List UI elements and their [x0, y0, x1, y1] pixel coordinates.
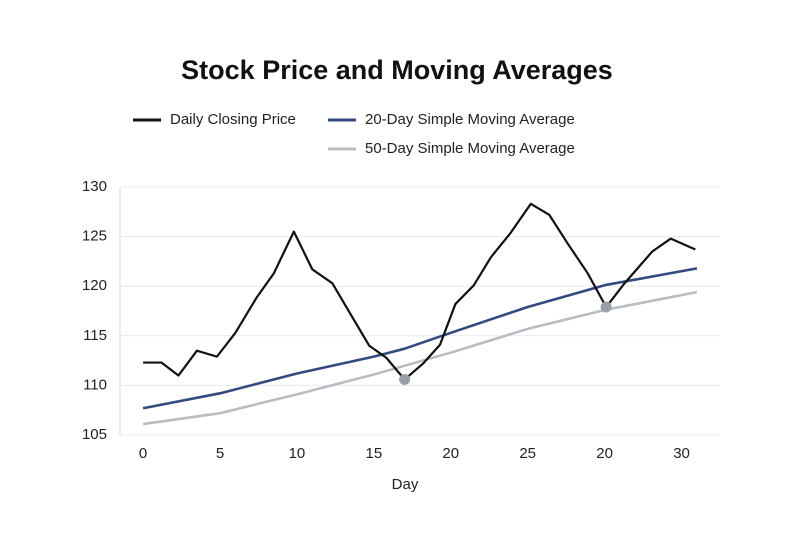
x-tick-label: 20 [442, 445, 459, 462]
x-tick-label: 0 [139, 445, 147, 462]
chart-title: Stock Price and Moving Averages [181, 55, 613, 85]
y-tick-label: 105 [82, 426, 107, 443]
x-axis-label: Day [392, 476, 419, 493]
y-tick-label: 130 [82, 178, 107, 195]
legend-label: 50-Day Simple Moving Average [365, 140, 575, 157]
x-tick-label: 10 [289, 445, 306, 462]
y-tick-label: 120 [82, 277, 107, 294]
highlight-point [399, 373, 411, 385]
y-tick-label: 125 [82, 228, 107, 245]
series-line [142, 267, 698, 410]
y-tick-label: 110 [83, 376, 107, 393]
series-line [142, 290, 698, 426]
highlight-point [600, 301, 612, 313]
x-tick-label: 30 [673, 445, 690, 462]
legend-label: Daily Closing Price [170, 111, 296, 128]
series-line [143, 202, 696, 381]
x-tick-label: 5 [216, 445, 224, 462]
legend-label: 20-Day Simple Moving Average [365, 111, 575, 128]
x-tick-label: 15 [366, 445, 383, 462]
y-tick-label: 115 [83, 327, 107, 344]
x-tick-label: 25 [519, 445, 536, 462]
x-tick-label: 20 [596, 445, 613, 462]
